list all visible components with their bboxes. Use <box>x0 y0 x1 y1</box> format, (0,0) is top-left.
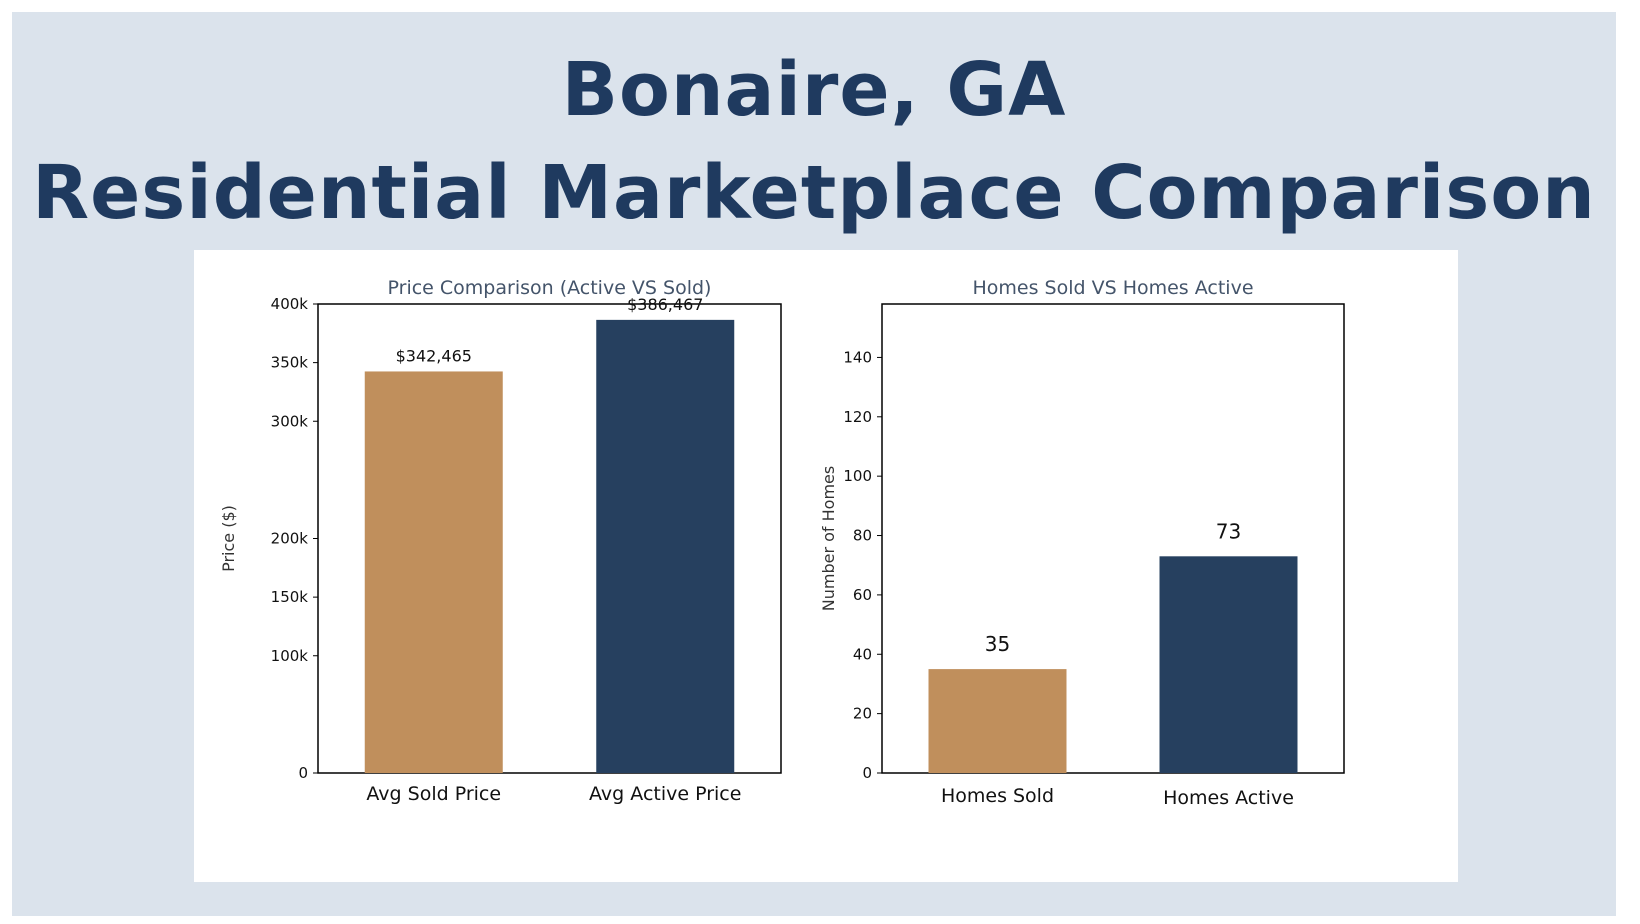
title-line-subtitle: Residential Marketplace Comparison <box>32 150 1596 236</box>
chart2-title: Homes Sold VS Homes Active <box>972 277 1253 299</box>
chart1-ytick-label: 0 <box>298 764 308 782</box>
title-line-city: Bonaire, GA <box>561 47 1067 133</box>
chart2-plot-frame <box>881 303 1345 774</box>
chart2-category-label-1: Homes Sold <box>941 785 1054 807</box>
chart1-ytick-label: 200k <box>271 530 309 548</box>
charts-panel: Price Comparison (Active VS Sold) 0 100k 15… <box>194 250 1458 882</box>
chart2-ytick-label: 80 <box>853 527 872 545</box>
chart2-data-label-1: 35 <box>985 632 1010 656</box>
chart2-bar-1 <box>928 669 1067 773</box>
chart1-data-label-1: $342,465 <box>396 346 472 365</box>
chart1-bar-2 <box>596 319 735 773</box>
chart1-ytick-label: 150k <box>271 588 309 606</box>
chart2-bar-2 <box>1159 556 1298 773</box>
chart1-ytick-label: 100k <box>271 647 309 665</box>
chart1-category-label-1: Avg Sold Price <box>366 783 501 805</box>
chart2-ytick-label: 40 <box>853 645 872 663</box>
chart1-bar-1 <box>364 371 503 773</box>
chart1-ytick-label: 350k <box>271 354 309 372</box>
chart1-category-label-2: Avg Active Price <box>589 783 741 805</box>
chart2-category-label-2: Homes Active <box>1163 787 1294 809</box>
chart2-ytick-label: 120 <box>843 408 872 426</box>
chart1-ylabel: Price ($) <box>219 505 238 572</box>
chart2-ylabel: Number of Homes <box>819 466 838 611</box>
chart2-ytick-label: 20 <box>853 705 872 723</box>
chart2-data-label-2: 73 <box>1216 519 1241 543</box>
chart1-data-label-2: $386,467 <box>627 295 703 314</box>
chart2-ytick-label: 140 <box>843 348 872 366</box>
chart2-ytick-label: 0 <box>862 764 872 782</box>
chart1-title: Price Comparison (Active VS Sold) <box>388 277 712 299</box>
chart2-ytick-label: 100 <box>843 467 872 485</box>
charts-svg: Price Comparison (Active VS Sold) 0 100k 15… <box>219 277 1345 809</box>
page-title: Bonaire, GA Residential Marketplace Comp… <box>12 40 1616 246</box>
chart1-ytick-label: 400k <box>271 295 309 313</box>
chart2-ytick-label: 60 <box>853 586 872 604</box>
chart1-ytick-label: 300k <box>271 412 309 430</box>
